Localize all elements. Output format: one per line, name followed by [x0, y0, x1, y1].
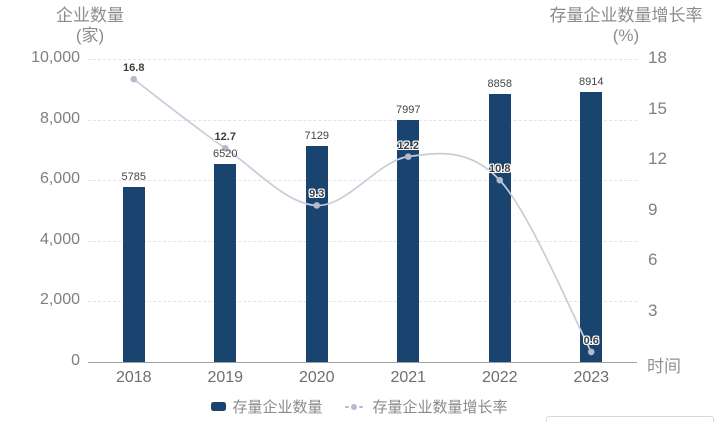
- line-point-marker[interactable]: [404, 153, 412, 160]
- line-value-label: 12.2: [397, 139, 419, 152]
- line-point-marker[interactable]: [130, 75, 138, 83]
- line-swatch-dot: [350, 403, 357, 410]
- left-axis-title-line2: (家): [75, 26, 105, 45]
- bar[interactable]: [305, 145, 328, 362]
- x-axis-title: 时间: [647, 357, 681, 376]
- corner-panel: [546, 416, 714, 422]
- x-axis-category-label: 2018: [115, 369, 152, 386]
- right-axis-tick: 15: [648, 98, 667, 118]
- line-value-label: 0.6: [583, 334, 599, 347]
- line-point-marker[interactable]: [496, 176, 504, 184]
- line-value-label: 12.7: [214, 131, 236, 144]
- bar-value-label: 6520: [213, 148, 238, 161]
- legend-item-bar[interactable]: 存量企业数量: [211, 396, 323, 417]
- line-value-label: 16.8: [123, 62, 145, 75]
- growth-rate-line: [133, 78, 593, 353]
- left-axis-tick: 6,000: [39, 170, 80, 188]
- line-swatch-dot: [358, 405, 363, 408]
- right-axis-title: 存量企业数量增长率 (%): [536, 6, 716, 46]
- line-point-marker[interactable]: [221, 144, 229, 152]
- right-axis-tick: 6: [648, 250, 658, 269]
- line-point-marker[interactable]: [587, 348, 595, 356]
- bar-value-label: 7129: [304, 129, 329, 142]
- bar-value-label: 5785: [121, 170, 146, 183]
- left-axis-tick: 10,000: [31, 49, 80, 66]
- x-axis-category-label: 2020: [298, 369, 335, 386]
- gridline: [88, 240, 637, 242]
- x-axis-category-label: 2022: [481, 369, 518, 386]
- bar-value-label: 7997: [396, 103, 421, 116]
- bar[interactable]: [397, 119, 420, 362]
- right-axis-tick: 9: [648, 199, 658, 219]
- line-value-label: 10.8: [489, 163, 511, 176]
- legend-label: 存量企业数量增长率: [372, 399, 508, 416]
- right-axis-tick: 12: [648, 149, 667, 168]
- right-axis-tick: 18: [648, 48, 667, 67]
- line-swatch-icon: [341, 403, 367, 410]
- legend-label: 存量企业数量: [232, 399, 323, 416]
- bar-value-label: 8858: [487, 77, 512, 90]
- legend: 存量企业数量 存量企业数量增长率: [0, 396, 719, 417]
- left-axis-tick: 8,000: [39, 109, 80, 127]
- x-axis-category-label: 2021: [390, 369, 427, 386]
- x-axis-category-label: 2023: [573, 369, 610, 386]
- left-axis-title: 企业数量 (家): [28, 6, 152, 46]
- bar[interactable]: [580, 91, 603, 362]
- line-point-marker[interactable]: [313, 202, 321, 209]
- bar-value-label: 8914: [579, 75, 604, 88]
- x-axis-line: [88, 362, 637, 363]
- x-axis-category-label: 2019: [207, 369, 244, 386]
- right-axis-tick: 3: [648, 300, 658, 320]
- bar-swatch-icon: [211, 402, 227, 411]
- right-axis-title-line1: 存量企业数量增长率: [549, 6, 703, 25]
- gridline: [88, 301, 637, 303]
- gridline: [88, 180, 637, 182]
- left-axis-tick: 4,000: [39, 230, 80, 248]
- right-axis-title-line2: (%): [612, 26, 640, 45]
- gridline: [88, 119, 637, 121]
- line-swatch-dot: [344, 405, 349, 408]
- gridline: [88, 59, 637, 60]
- left-axis-tick: 0: [71, 352, 80, 369]
- bar[interactable]: [122, 186, 145, 362]
- left-axis-title-line1: 企业数量: [56, 6, 124, 25]
- bar[interactable]: [488, 93, 511, 362]
- line-value-label: 9.3: [309, 188, 325, 201]
- left-axis-tick: 2,000: [39, 291, 80, 309]
- legend-item-line[interactable]: 存量企业数量增长率: [341, 396, 508, 417]
- bar[interactable]: [214, 164, 237, 362]
